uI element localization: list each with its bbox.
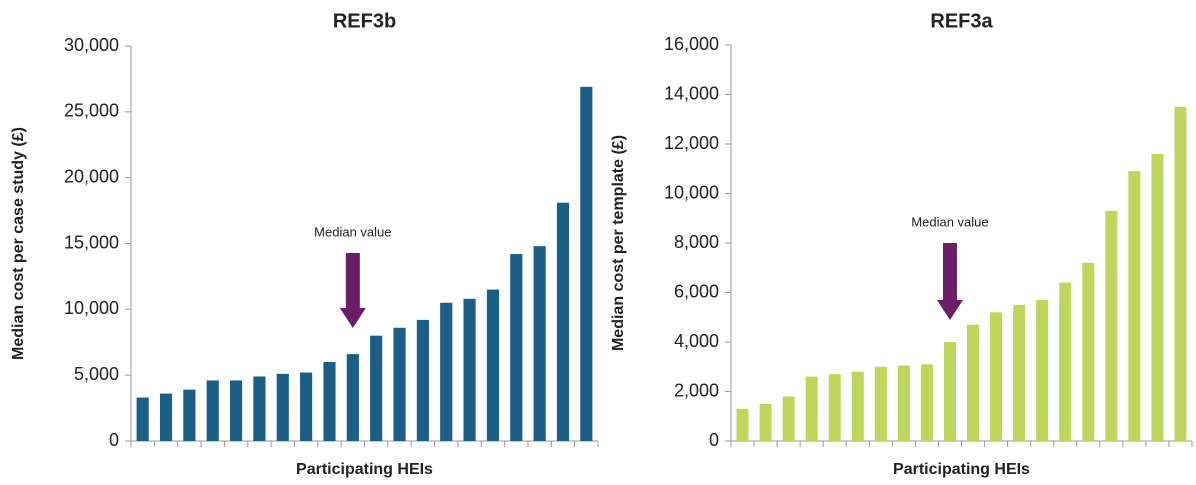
bar xyxy=(1036,299,1049,441)
bar xyxy=(486,289,499,441)
bar xyxy=(736,408,749,441)
bar xyxy=(967,324,980,441)
bar xyxy=(990,312,1003,441)
bar xyxy=(416,319,429,441)
bar xyxy=(1059,282,1072,441)
y-tick-label: 2,000 xyxy=(674,380,719,400)
bar xyxy=(136,397,149,441)
bar xyxy=(805,376,818,441)
median-arrow xyxy=(936,243,963,320)
bar xyxy=(897,365,910,441)
y-tick-label: 5,000 xyxy=(74,364,119,384)
y-axis-label: Median cost per case study (£) xyxy=(10,127,27,360)
median-arrow xyxy=(339,253,366,328)
bar xyxy=(346,354,359,441)
bar xyxy=(393,327,406,441)
y-tick-label: 8,000 xyxy=(674,232,719,252)
bar xyxy=(183,389,196,441)
bar xyxy=(276,373,289,441)
y-tick-label: 4,000 xyxy=(674,331,719,351)
bar xyxy=(782,396,795,441)
y-tick-label: 16,000 xyxy=(664,34,719,54)
bar xyxy=(851,371,864,441)
y-tick-label: 20,000 xyxy=(64,166,119,186)
bar xyxy=(759,403,772,441)
x-axis-label: Participating HEIs xyxy=(893,461,1030,478)
bar xyxy=(943,342,956,441)
bar xyxy=(920,364,933,441)
y-tick-label: 30,000 xyxy=(64,35,119,55)
annotation: Median value xyxy=(911,214,988,229)
bar xyxy=(1082,262,1095,441)
bar xyxy=(1013,304,1026,441)
y-tick-label: 0 xyxy=(709,430,719,450)
bar xyxy=(1128,171,1141,441)
chart-title: REF3a xyxy=(930,10,993,32)
y-tick-label: 0 xyxy=(109,430,119,450)
y-tick-label: 15,000 xyxy=(64,232,119,252)
bar xyxy=(323,362,336,441)
y-tick-label: 25,000 xyxy=(64,101,119,121)
bar xyxy=(440,302,453,441)
y-tick-label: 6,000 xyxy=(674,281,719,301)
y-tick-label: 10,000 xyxy=(64,298,119,318)
bar xyxy=(1151,153,1164,441)
bar xyxy=(556,202,570,441)
bar xyxy=(159,393,173,441)
bar xyxy=(510,254,523,441)
bar xyxy=(828,374,841,441)
bar xyxy=(1174,106,1187,441)
bar xyxy=(533,246,546,441)
bar xyxy=(463,298,476,441)
annotation: Median value xyxy=(314,224,391,239)
bar xyxy=(370,335,383,441)
bar xyxy=(300,372,313,441)
y-tick-label: 12,000 xyxy=(664,133,719,153)
y-axis-label: Median cost per template (£) xyxy=(610,135,627,351)
bar xyxy=(230,380,243,441)
bar xyxy=(206,380,219,441)
x-axis-label: Participating HEIs xyxy=(296,461,433,478)
bar xyxy=(1105,210,1118,441)
bar xyxy=(253,376,266,441)
chart-title: REF3b xyxy=(333,10,396,32)
bar xyxy=(874,366,887,441)
y-tick-label: 14,000 xyxy=(664,83,719,103)
bar xyxy=(580,86,593,442)
y-tick-label: 10,000 xyxy=(664,182,719,202)
